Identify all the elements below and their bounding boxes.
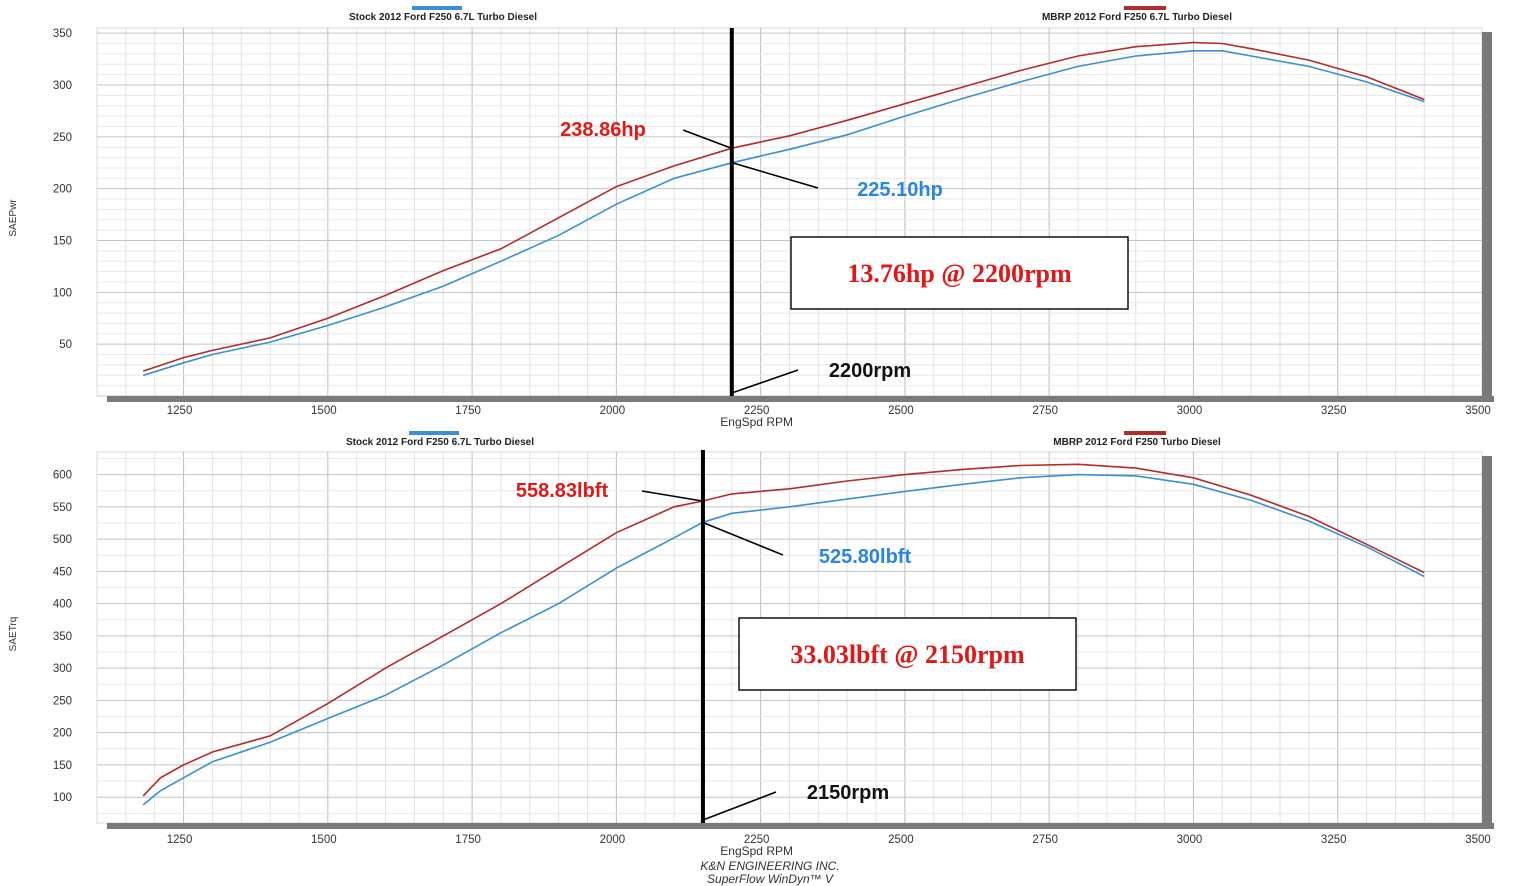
- x-tick-label: 2250: [744, 834, 770, 846]
- torque-chart: 100 150 200 250 300 350 400 450 500 550 600 1250 150…: [8, 431, 1494, 858]
- x-tick-label: 3500: [1465, 405, 1491, 417]
- y-tick-label: 400: [53, 599, 72, 611]
- x-tick-label: 2000: [600, 834, 626, 846]
- x-tick-label: 3500: [1465, 834, 1491, 846]
- y-tick-label: 200: [53, 184, 72, 196]
- x-axis-bar: [107, 823, 1494, 829]
- stock-series-line: [142, 473, 1425, 806]
- low-value-leader: [731, 161, 819, 189]
- legend-swatch-mbrp: [1124, 431, 1166, 435]
- legend-swatch-mbrp: [1124, 6, 1166, 10]
- y-axis-label: SAETrq: [8, 617, 19, 652]
- right-rail: [1482, 32, 1492, 398]
- y-tick-label: 500: [53, 534, 72, 546]
- x-tick-label: 2500: [888, 405, 914, 417]
- y-axis-label: SAEPwr: [8, 199, 19, 237]
- y-tick-label: 50: [59, 339, 72, 351]
- x-axis-bar: [107, 396, 1494, 402]
- legend-entry-mbrp: MBRP 2012 Ford F250 Turbo Diesel: [1053, 437, 1221, 448]
- rpm-label: 2200rpm: [829, 360, 911, 382]
- difference-label: 33.03lbft @ 2150rpm: [790, 640, 1025, 669]
- y-tick-label: 350: [53, 28, 72, 40]
- x-tick-label: 2000: [600, 405, 626, 417]
- y-tick-label: 550: [53, 502, 72, 514]
- y-tick-label: 600: [53, 470, 72, 482]
- difference-box: [738, 617, 1077, 691]
- y-tick-label: 300: [53, 663, 72, 675]
- y-tick-label: 300: [53, 80, 72, 92]
- y-tick-label: 100: [53, 287, 72, 299]
- high-value-leader: [682, 129, 733, 150]
- high-value-label: 238.86hp: [560, 119, 646, 141]
- horsepower-chart: 50 100 150 200 250 300 350 1250 1500 1750 2000 2250…: [8, 6, 1494, 429]
- legend-entry-stock: Stock 2012 Ford F250 6.7L Turbo Diesel: [349, 12, 537, 23]
- legend-swatch-stock: [409, 431, 459, 435]
- footer-software: SuperFlow WinDyn™ V: [707, 872, 834, 886]
- high-value-leader: [641, 490, 704, 502]
- y-tick-label: 100: [53, 792, 72, 804]
- x-tick-label: 1750: [455, 834, 481, 846]
- x-tick-label: 3000: [1177, 834, 1203, 846]
- x-tick-label: 3250: [1321, 834, 1347, 846]
- legend-swatch-stock: [412, 6, 462, 10]
- rpm-label: 2150rpm: [807, 782, 889, 804]
- stock-series-line: [142, 50, 1425, 377]
- x-tick-label: 2750: [1032, 834, 1058, 846]
- y-tick-label: 150: [53, 760, 72, 772]
- right-rail: [1482, 456, 1492, 825]
- difference-box: [790, 236, 1129, 310]
- legend-entry-stock: Stock 2012 Ford F250 6.7L Turbo Diesel: [346, 437, 534, 448]
- y-tick-label: 450: [53, 566, 72, 578]
- x-tick-label: 1250: [167, 834, 193, 846]
- x-axis-label: EngSpd RPM: [720, 844, 793, 858]
- x-tick-label: 1500: [311, 405, 337, 417]
- x-tick-label: 1750: [455, 405, 481, 417]
- low-value-label: 225.10hp: [857, 179, 943, 201]
- x-tick-label: 3250: [1321, 405, 1347, 417]
- rpm-leader: [702, 791, 777, 821]
- mbrp-series-line: [142, 41, 1425, 372]
- footer-company: K&N ENGINEERING INC.: [700, 859, 839, 873]
- x-tick-label: 1250: [167, 405, 193, 417]
- y-tick-label: 250: [53, 695, 72, 707]
- low-value-leader: [702, 521, 784, 556]
- x-axis-label: EngSpd RPM: [720, 415, 793, 429]
- rpm-leader: [731, 369, 799, 394]
- x-tick-label: 2750: [1032, 405, 1058, 417]
- legend-entry-mbrp: MBRP 2012 Ford F250 6.7L Turbo Diesel: [1042, 12, 1232, 23]
- y-tick-label: 150: [53, 236, 72, 248]
- x-tick-label: 2250: [744, 405, 770, 417]
- x-tick-label: 3000: [1177, 405, 1203, 417]
- y-tick-label: 350: [53, 631, 72, 643]
- high-value-label: 558.83lbft: [516, 480, 609, 502]
- low-value-label: 525.80lbft: [819, 546, 912, 568]
- x-tick-label: 1500: [311, 834, 337, 846]
- mbrp-series-line: [142, 463, 1425, 797]
- difference-label: 13.76hp @ 2200rpm: [847, 259, 1072, 288]
- y-tick-label: 200: [53, 728, 72, 740]
- y-tick-label: 250: [53, 132, 72, 144]
- x-tick-label: 2500: [888, 834, 914, 846]
